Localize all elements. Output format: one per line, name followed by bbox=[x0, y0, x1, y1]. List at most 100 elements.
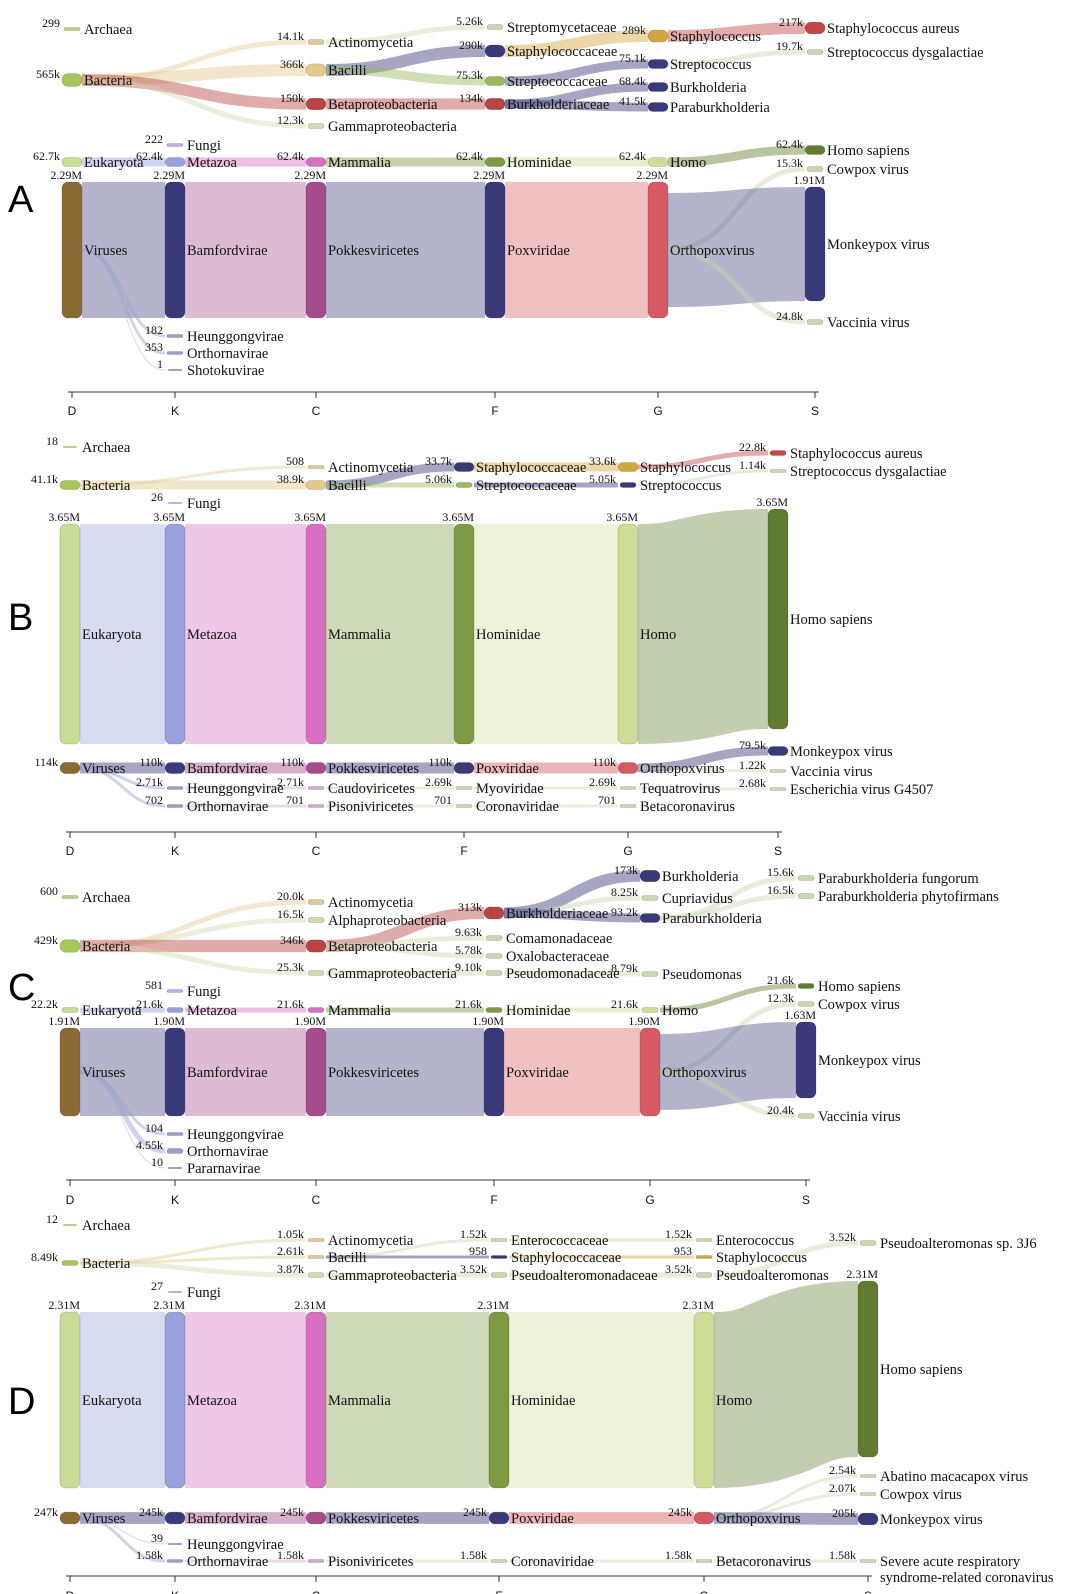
node-viruses[interactable] bbox=[61, 181, 83, 319]
node-cowpox-virus[interactable] bbox=[859, 1492, 877, 1496]
node-actinomycetia[interactable] bbox=[307, 899, 325, 905]
node-enterococcus[interactable] bbox=[695, 1238, 713, 1242]
node-pokkesviricetes[interactable] bbox=[305, 181, 327, 319]
node-bamfordvirae[interactable] bbox=[164, 1027, 186, 1117]
node-hominidae[interactable] bbox=[485, 1007, 503, 1013]
node-caudoviricetes[interactable] bbox=[307, 786, 325, 790]
node-paraburkholderia[interactable] bbox=[647, 102, 669, 112]
node-bamfordvirae[interactable] bbox=[164, 762, 186, 774]
node-escherichia-virus-g4507[interactable] bbox=[769, 787, 787, 791]
node-streptococcaceae[interactable] bbox=[455, 482, 473, 488]
node-hominidae[interactable] bbox=[484, 157, 506, 167]
node-metazoa[interactable] bbox=[166, 1007, 184, 1013]
node-orthornavirae[interactable] bbox=[166, 1148, 184, 1154]
node-severe-acute-respiratory-syndrome-related-coronavirus[interactable] bbox=[859, 1559, 877, 1563]
node-paraburkholderia-fungorum[interactable] bbox=[797, 875, 815, 881]
node-pokkesviricetes[interactable] bbox=[305, 762, 327, 774]
node-pseudomonas[interactable] bbox=[641, 971, 659, 977]
node-gammaproteobacteria[interactable] bbox=[307, 1272, 325, 1278]
node-comamonadaceae[interactable] bbox=[485, 935, 503, 941]
node-bacilli[interactable] bbox=[305, 480, 327, 490]
node-metazoa[interactable] bbox=[164, 523, 186, 745]
node-homo[interactable] bbox=[693, 1311, 715, 1489]
node-eukaryota[interactable] bbox=[59, 523, 81, 745]
node-eukaryota[interactable] bbox=[61, 1007, 79, 1013]
node-bacteria[interactable] bbox=[59, 939, 81, 953]
node-bamfordvirae[interactable] bbox=[164, 1511, 186, 1525]
node-betacoronavirus[interactable] bbox=[695, 1559, 713, 1563]
node-poxviridae[interactable] bbox=[488, 1511, 510, 1525]
node-oxalobacteraceae[interactable] bbox=[485, 953, 503, 959]
node-pseudomonadaceae[interactable] bbox=[485, 970, 503, 976]
node-monkeypox-virus[interactable] bbox=[804, 186, 826, 302]
node-vaccinia-virus[interactable] bbox=[769, 769, 787, 773]
node-archaea[interactable] bbox=[63, 446, 77, 448]
node-actinomycetia[interactable] bbox=[307, 465, 325, 469]
node-betaproteobacteria[interactable] bbox=[305, 939, 327, 953]
node-pokkesviricetes[interactable] bbox=[305, 1027, 327, 1117]
node-orthornavirae[interactable] bbox=[166, 1559, 184, 1563]
node-staphylococcus[interactable] bbox=[695, 1255, 713, 1259]
node-bamfordvirae[interactable] bbox=[164, 181, 186, 319]
node-shotokuvirae[interactable] bbox=[168, 369, 182, 371]
node-burkholderiaceae[interactable] bbox=[484, 98, 506, 110]
node-alphaproteobacteria[interactable] bbox=[307, 917, 325, 923]
node-bacilli[interactable] bbox=[307, 1255, 325, 1259]
node-betaproteobacteria[interactable] bbox=[305, 98, 327, 110]
node-poxviridae[interactable] bbox=[453, 762, 475, 774]
node-bacteria[interactable] bbox=[61, 73, 83, 87]
node-viruses[interactable] bbox=[59, 1027, 81, 1117]
node-tequatrovirus[interactable] bbox=[619, 786, 637, 790]
node-homo-sapiens[interactable] bbox=[857, 1280, 879, 1458]
node-fungi[interactable] bbox=[166, 143, 184, 147]
node-hominidae[interactable] bbox=[453, 523, 475, 745]
node-heunggongvirae[interactable] bbox=[166, 334, 184, 338]
node-staphylococcaceae[interactable] bbox=[484, 44, 506, 58]
node-gammaproteobacteria[interactable] bbox=[307, 970, 325, 976]
node-staphylococcus[interactable] bbox=[647, 29, 669, 43]
node-coronaviridae[interactable] bbox=[490, 1559, 508, 1563]
node-staphylococcaceae[interactable] bbox=[490, 1255, 508, 1259]
node-archaea[interactable] bbox=[63, 27, 81, 31]
node-paraburkholderia[interactable] bbox=[639, 913, 661, 923]
node-bacteria[interactable] bbox=[61, 1260, 79, 1266]
node-cupriavidus[interactable] bbox=[641, 895, 659, 901]
node-actinomycetia[interactable] bbox=[307, 39, 325, 45]
node-heunggongvirae[interactable] bbox=[166, 786, 184, 790]
node-poxviridae[interactable] bbox=[484, 181, 506, 319]
node-streptococcus-dysgalactiae[interactable] bbox=[806, 49, 824, 55]
node-myoviridae[interactable] bbox=[455, 786, 473, 790]
node-orthornavirae[interactable] bbox=[166, 351, 184, 355]
node-orthopoxvirus[interactable] bbox=[693, 1511, 715, 1525]
node-actinomycetia[interactable] bbox=[307, 1238, 325, 1242]
node-burkholderiaceae[interactable] bbox=[483, 906, 505, 920]
node-enterococcaceae[interactable] bbox=[490, 1238, 508, 1242]
node-poxviridae[interactable] bbox=[483, 1027, 505, 1117]
node-vaccinia-virus[interactable] bbox=[797, 1113, 815, 1119]
node-homo[interactable] bbox=[647, 157, 669, 167]
node-eukaryota[interactable] bbox=[61, 157, 83, 167]
node-metazoa[interactable] bbox=[164, 1311, 186, 1489]
node-bacilli[interactable] bbox=[305, 63, 327, 77]
node-fungi[interactable] bbox=[168, 1291, 182, 1293]
node-staphylococcaceae[interactable] bbox=[453, 462, 475, 472]
node-archaea[interactable] bbox=[61, 895, 79, 899]
node-streptococcaceae[interactable] bbox=[484, 76, 506, 86]
node-streptococcus[interactable] bbox=[619, 482, 637, 488]
node-hominidae[interactable] bbox=[488, 1311, 510, 1489]
node-cowpox-virus[interactable] bbox=[797, 1001, 815, 1007]
node-abatino-macacapox-virus[interactable] bbox=[859, 1474, 877, 1478]
node-gammaproteobacteria[interactable] bbox=[307, 123, 325, 129]
node-streptococcus-dysgalactiae[interactable] bbox=[769, 469, 787, 473]
node-staphylococcus[interactable] bbox=[617, 462, 639, 472]
node-pseudoalteromonadaceae[interactable] bbox=[490, 1272, 508, 1278]
node-viruses[interactable] bbox=[59, 1511, 81, 1525]
node-mammalia[interactable] bbox=[305, 523, 327, 745]
node-bacteria[interactable] bbox=[59, 480, 81, 490]
node-paraburkholderia-phytofirmans[interactable] bbox=[797, 893, 815, 899]
node-viruses[interactable] bbox=[59, 762, 81, 774]
node-vaccinia-virus[interactable] bbox=[806, 319, 824, 325]
node-staphylococcus-aureus[interactable] bbox=[769, 450, 787, 456]
node-pseudoalteromonas[interactable] bbox=[695, 1272, 713, 1278]
node-pisoniviricetes[interactable] bbox=[307, 1559, 325, 1563]
